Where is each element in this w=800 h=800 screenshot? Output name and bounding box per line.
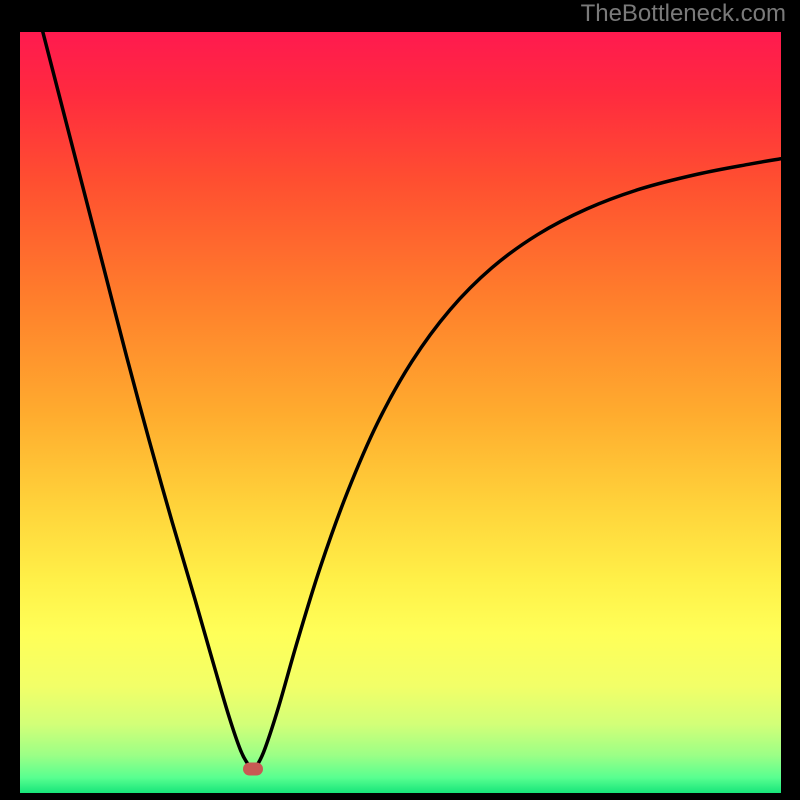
- watermark-text: TheBottleneck.com: [581, 0, 786, 28]
- bottleneck-curve: [20, 32, 781, 769]
- plot-area: [20, 32, 781, 769]
- optimum-marker: [243, 763, 263, 776]
- chart-container: TheBottleneck.com: [0, 0, 800, 800]
